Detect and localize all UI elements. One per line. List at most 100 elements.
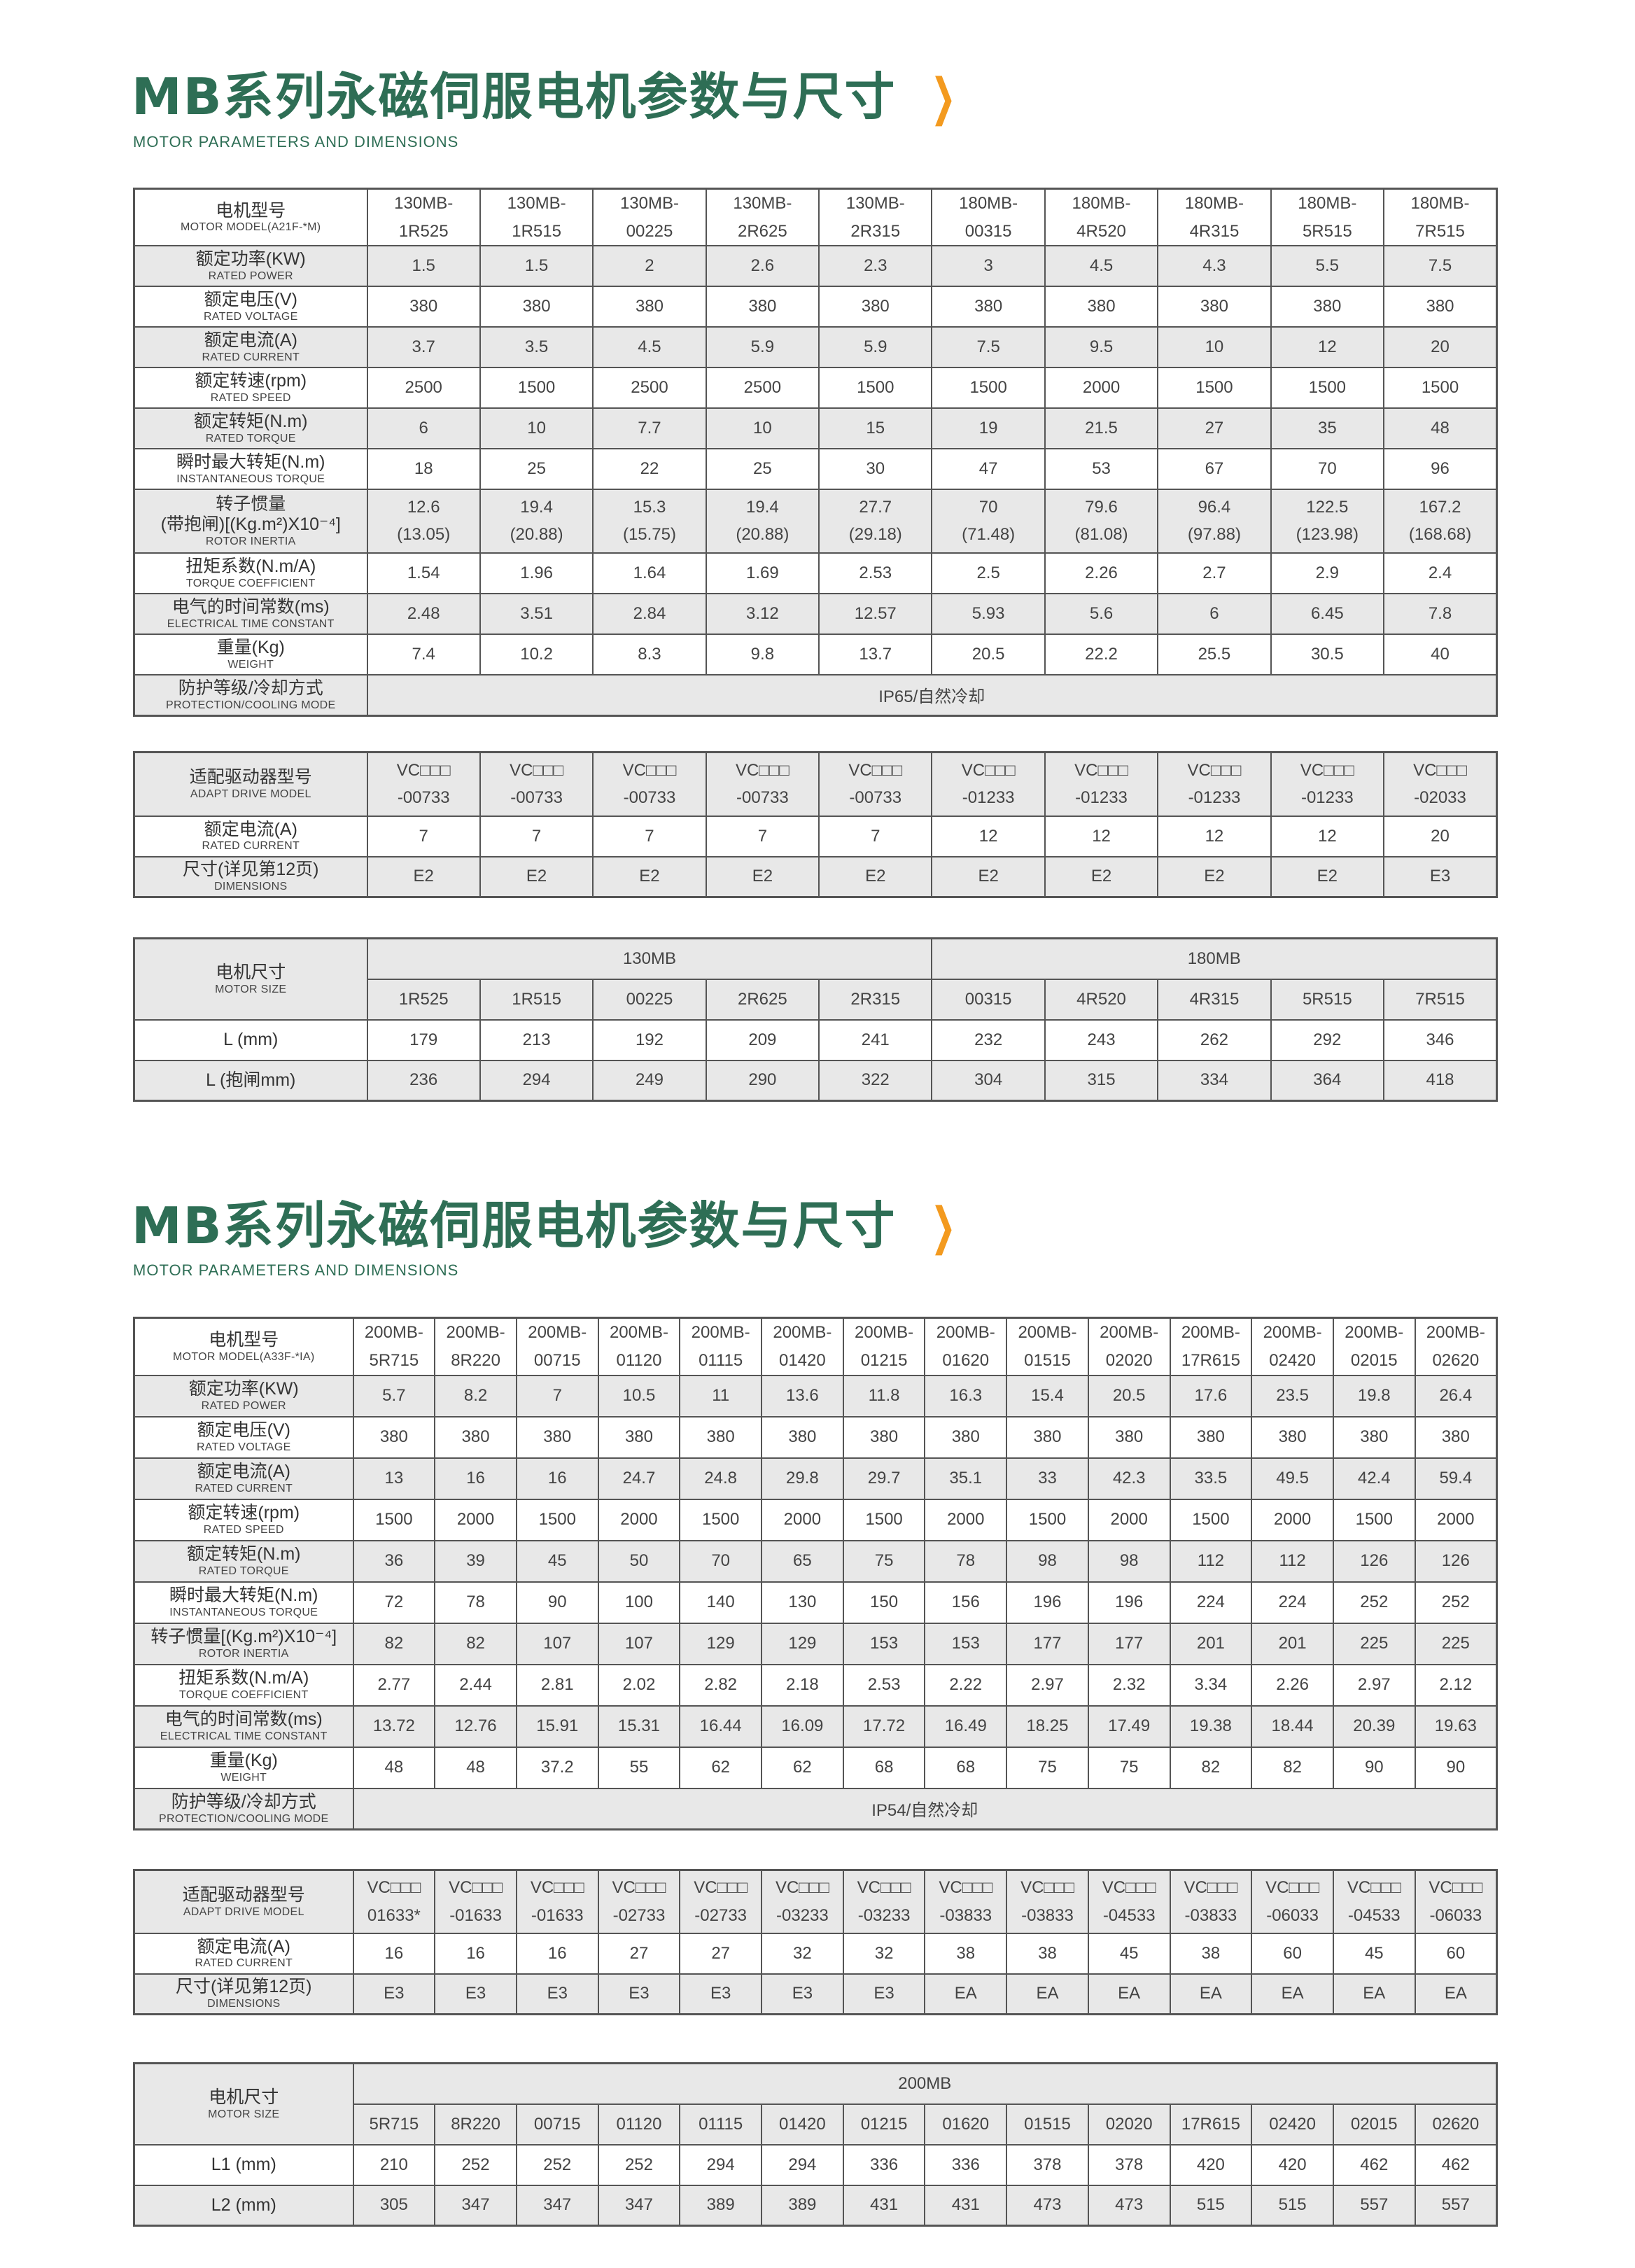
label-en: MOTOR SIZE <box>208 2108 280 2120</box>
model-header: 180MB- 00315 <box>931 188 1046 247</box>
drive-model: VC□□□ -04533 <box>1087 1869 1171 1934</box>
value-cell: 2.02 <box>597 1663 681 1707</box>
value-with-brake: (29.18) <box>848 524 902 544</box>
model-line2: -00733 <box>623 788 676 808</box>
value-cell: E2 <box>818 855 933 898</box>
value-cell: 2000 <box>924 1498 1008 1541</box>
value-cell: 2.26 <box>1044 552 1159 595</box>
model-line1: VC□□□ <box>1347 1878 1401 1898</box>
label-en: DIMENSIONS <box>207 1998 281 2010</box>
value-cell: 15.31 <box>597 1704 681 1748</box>
value-cell: 2000 <box>1251 1498 1334 1541</box>
value-cell: 37.2 <box>515 1746 599 1789</box>
value-cell: 33.5 <box>1169 1457 1253 1500</box>
value-cell: EA <box>1414 1973 1498 2015</box>
value-cell: 36 <box>352 1539 436 1583</box>
value-cell: 10.5 <box>597 1374 681 1418</box>
value-cell: 1500 <box>1270 367 1385 410</box>
value-cell: 13 <box>352 1457 436 1500</box>
value-cell: 25 <box>479 448 594 491</box>
group-row: 电机尺寸 MOTOR SIZE 200MB <box>133 2062 1498 2146</box>
row-label: L2 (mm) <box>133 2184 354 2227</box>
value-cell: 1.96 <box>479 552 594 595</box>
table-row: 额定功率(KW) RATED POWER 5.7 8.2 7 10.5 11 13.6 11.8… <box>133 1374 1498 1418</box>
row-label: 扭矩系数(N.m/A) TORQUE COEFFICIENT <box>133 552 368 595</box>
label-cn: 电机尺寸 <box>216 962 286 982</box>
value-cell: 49.5 <box>1251 1457 1334 1500</box>
value-cell: 75 <box>842 1539 926 1583</box>
model-line1: VC□□□ <box>735 760 790 780</box>
page1-spec-table: 电机型号 MOTOR MODEL(A21F-*M) 130MB- 1R525 130MB… <box>133 188 1498 717</box>
value-cell: 7.8 <box>1383 593 1498 636</box>
value-cell: 12.57 <box>818 593 933 636</box>
value-cell: 38 <box>1006 1932 1089 1975</box>
value-with-brake: (13.05) <box>397 524 451 544</box>
label-en: RATED CURRENT <box>202 840 300 853</box>
label-en: ADAPT DRIVE MODEL <box>190 788 311 801</box>
model-header: 200MB- 17R615 <box>1169 1317 1253 1376</box>
label-en: PROTECTION/COOLING MODE <box>166 699 336 711</box>
value-cell: 19.8 <box>1332 1374 1416 1418</box>
value-cell: 305 <box>352 2184 436 2227</box>
value-cell: 236 <box>366 1059 481 1102</box>
label-en: ROTOR INERTIA <box>205 535 296 547</box>
value-cell: 48 <box>1383 407 1498 450</box>
value-cell: 347 <box>434 2184 517 2227</box>
value-cell: 2000 <box>1414 1498 1498 1541</box>
row-label: 电机型号 MOTOR MODEL(A33F-*IA) <box>133 1317 354 1376</box>
value-cell: 3 <box>931 245 1046 288</box>
value-cell: 243 <box>1044 1018 1159 1061</box>
value-cell: 2.18 <box>761 1663 844 1707</box>
table-row: 额定电流(A) RATED CURRENT 13 16 16 24.7 24.8 29.8 29… <box>133 1457 1498 1500</box>
row-label: 额定电流(A) RATED CURRENT <box>133 815 368 858</box>
value-cell: 47 <box>931 448 1046 491</box>
row-label: 额定电压(V) RATED VOLTAGE <box>133 286 368 328</box>
table-row: L2 (mm) 305 347 347 347 389 389 431 431 473 473 515… <box>133 2184 1498 2227</box>
drive-model: VC□□□ -00733 <box>366 751 481 817</box>
value-cell: 19.63 <box>1414 1704 1498 1748</box>
value-cell: 380 <box>931 286 1046 328</box>
size-model: 01420 <box>761 2103 844 2146</box>
model-line2: 01215 <box>860 1350 908 1370</box>
value-cell: EA <box>1087 1973 1171 2015</box>
model-line2: 01420 <box>778 1350 826 1370</box>
model-header: 180MB- 4R315 <box>1157 188 1272 247</box>
value-cell: 16 <box>352 1932 436 1975</box>
value-cell: 12 <box>931 815 1046 858</box>
value-cell: 380 <box>1157 286 1272 328</box>
model-line2: -04533 <box>1102 1905 1156 1925</box>
value-cell: 70 <box>1270 448 1385 491</box>
model-line1: VC□□□ <box>848 760 903 780</box>
protection-row: 防护等级/冷却方式 PROTECTION/COOLING MODE IP65/自然冷… <box>133 674 1498 717</box>
value-cell: 249 <box>592 1059 707 1102</box>
value-with-brake: (20.88) <box>510 524 563 544</box>
model-line2: -01233 <box>1300 788 1354 808</box>
value-cell: 68 <box>842 1746 926 1789</box>
row-label: 电机尺寸 MOTOR SIZE <box>133 937 368 1021</box>
model-line1: 130MB- <box>845 194 905 213</box>
row-label: 额定功率(KW) RATED POWER <box>133 1374 354 1418</box>
value-cell: 96 <box>1383 448 1498 491</box>
value-cell: 126 <box>1332 1539 1416 1583</box>
drive-model: VC□□□ -02733 <box>679 1869 763 1934</box>
model-header: 130MB- 1R525 <box>366 188 481 247</box>
model-line1: 200MB- <box>1181 1323 1240 1343</box>
row-label: 电气的时间常数(ms) ELECTRICAL TIME CONSTANT <box>133 593 368 636</box>
drive-model: VC□□□ -03833 <box>1169 1869 1253 1934</box>
value-cell: 27 <box>679 1932 763 1975</box>
value-cell: 2.44 <box>434 1663 517 1707</box>
value-cell: 347 <box>597 2184 681 2227</box>
table-row: 转子惯量[(Kg.m²)X10⁻⁴] ROTOR INERTIA 82 82 107 10… <box>133 1622 1498 1665</box>
value-cell: 3.51 <box>479 593 594 636</box>
label-cn: 额定电压(V) <box>204 290 297 310</box>
page2-title: MB系列永磁伺服电机参数与尺寸 ❯ <box>132 1200 965 1251</box>
label-cn: 额定转矩(N.m) <box>187 1544 301 1564</box>
size-model: 5R715 <box>352 2103 436 2146</box>
value-cell: 2.97 <box>1332 1663 1416 1707</box>
value-cell: 19.4 (20.88) <box>705 489 820 554</box>
size-model: 01515 <box>1006 2103 1089 2146</box>
label-en: MOTOR MODEL(A33F-*IA) <box>173 1350 315 1363</box>
label-cn: 额定功率(KW) <box>188 1379 299 1399</box>
value-cell: 78 <box>924 1539 1008 1583</box>
model-header: 200MB- 02420 <box>1251 1317 1334 1376</box>
